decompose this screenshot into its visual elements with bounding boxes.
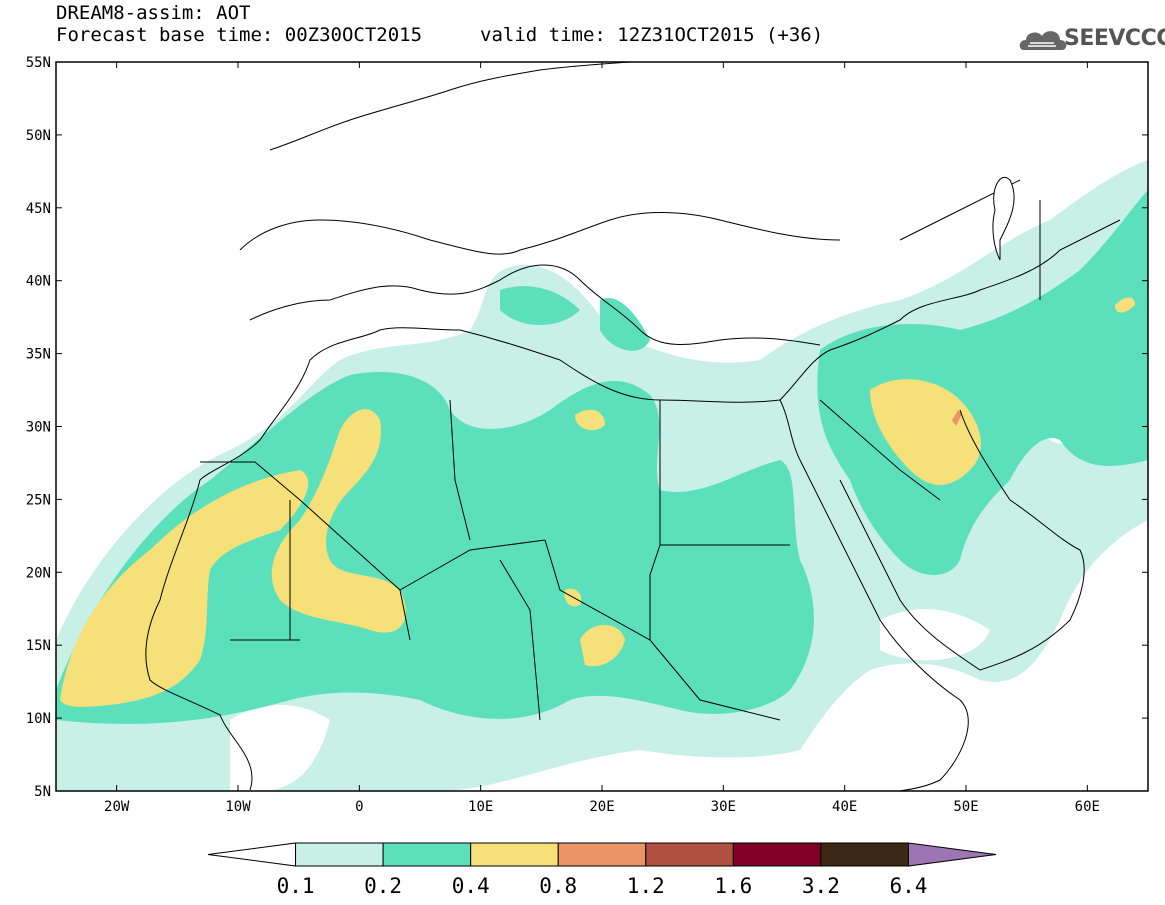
colorbar-label: 6.4 bbox=[889, 874, 927, 898]
colorbar-label: 0.2 bbox=[364, 874, 402, 898]
lon-tick-label: 20W bbox=[104, 799, 130, 815]
colorbar-swatch bbox=[557, 842, 647, 867]
lon-tick-label: 10E bbox=[468, 799, 493, 815]
colorbar-label: 0.8 bbox=[539, 874, 577, 898]
colorbar-label: 1.6 bbox=[714, 874, 752, 898]
longitude-axis: 20W 10W 0 10E 20E 30E 40E 50E 60E bbox=[104, 62, 1100, 815]
colorbar-swatch bbox=[645, 842, 734, 867]
colorbar-over-arrow bbox=[907, 842, 997, 867]
lat-tick-label: 55N bbox=[26, 55, 51, 71]
colorbar-swatch bbox=[295, 842, 384, 867]
forecast-base-time: Forecast base time: 00Z30OCT2015 bbox=[56, 24, 423, 46]
colorbar-swatch bbox=[820, 842, 909, 867]
colorbar-swatch bbox=[382, 842, 472, 867]
colorbar-label: 3.2 bbox=[802, 874, 840, 898]
lat-tick-label: 10N bbox=[26, 711, 51, 727]
lon-tick-label: 10W bbox=[225, 799, 251, 815]
lat-tick-label: 15N bbox=[26, 638, 51, 654]
country-borders bbox=[200, 200, 1041, 721]
aot-band-0.8 bbox=[952, 410, 962, 426]
lat-tick-label: 25N bbox=[26, 492, 51, 508]
chart-title: DREAM8-assim: AOT bbox=[56, 2, 251, 24]
lat-tick-label: 30N bbox=[26, 420, 51, 436]
lat-tick-label: 35N bbox=[26, 347, 51, 363]
lon-tick-label: 30E bbox=[711, 799, 736, 815]
colorbar-swatch bbox=[470, 842, 559, 867]
aot-band-0.2 bbox=[56, 190, 1148, 724]
colorbar-label: 0.4 bbox=[452, 874, 490, 898]
valid-time: valid time: 12Z31OCT2015 (+36) bbox=[480, 24, 824, 46]
lon-tick-label: 20E bbox=[589, 799, 614, 815]
colorbar-label: 0.1 bbox=[277, 874, 315, 898]
lon-tick-label: 40E bbox=[832, 799, 857, 815]
lon-tick-label: 60E bbox=[1075, 799, 1100, 815]
colorbar-label: 1.2 bbox=[627, 874, 665, 898]
lat-tick-label: 20N bbox=[26, 565, 51, 581]
lat-tick-label: 5N bbox=[34, 784, 51, 800]
seevccc-logo: SEEVCCC bbox=[1064, 26, 1165, 51]
lat-tick-label: 45N bbox=[26, 201, 51, 217]
lon-tick-label: 50E bbox=[953, 799, 978, 815]
colorbar-under-arrow bbox=[207, 842, 297, 867]
lat-tick-label: 50N bbox=[26, 128, 51, 144]
caspian-sea bbox=[992, 177, 1015, 261]
lon-tick-label: 0 bbox=[355, 799, 363, 815]
cloud-icon bbox=[1019, 31, 1067, 50]
colorbar-swatch bbox=[732, 842, 822, 867]
latitude-axis: 55N 50N 45N 40N 35N 30N 25N 20N 15N 10N 5N bbox=[26, 55, 1148, 800]
colorbar: 0.1 0.2 0.4 0.8 1.2 1.6 3.2 6.4 bbox=[207, 842, 997, 898]
lat-tick-label: 40N bbox=[26, 274, 51, 290]
